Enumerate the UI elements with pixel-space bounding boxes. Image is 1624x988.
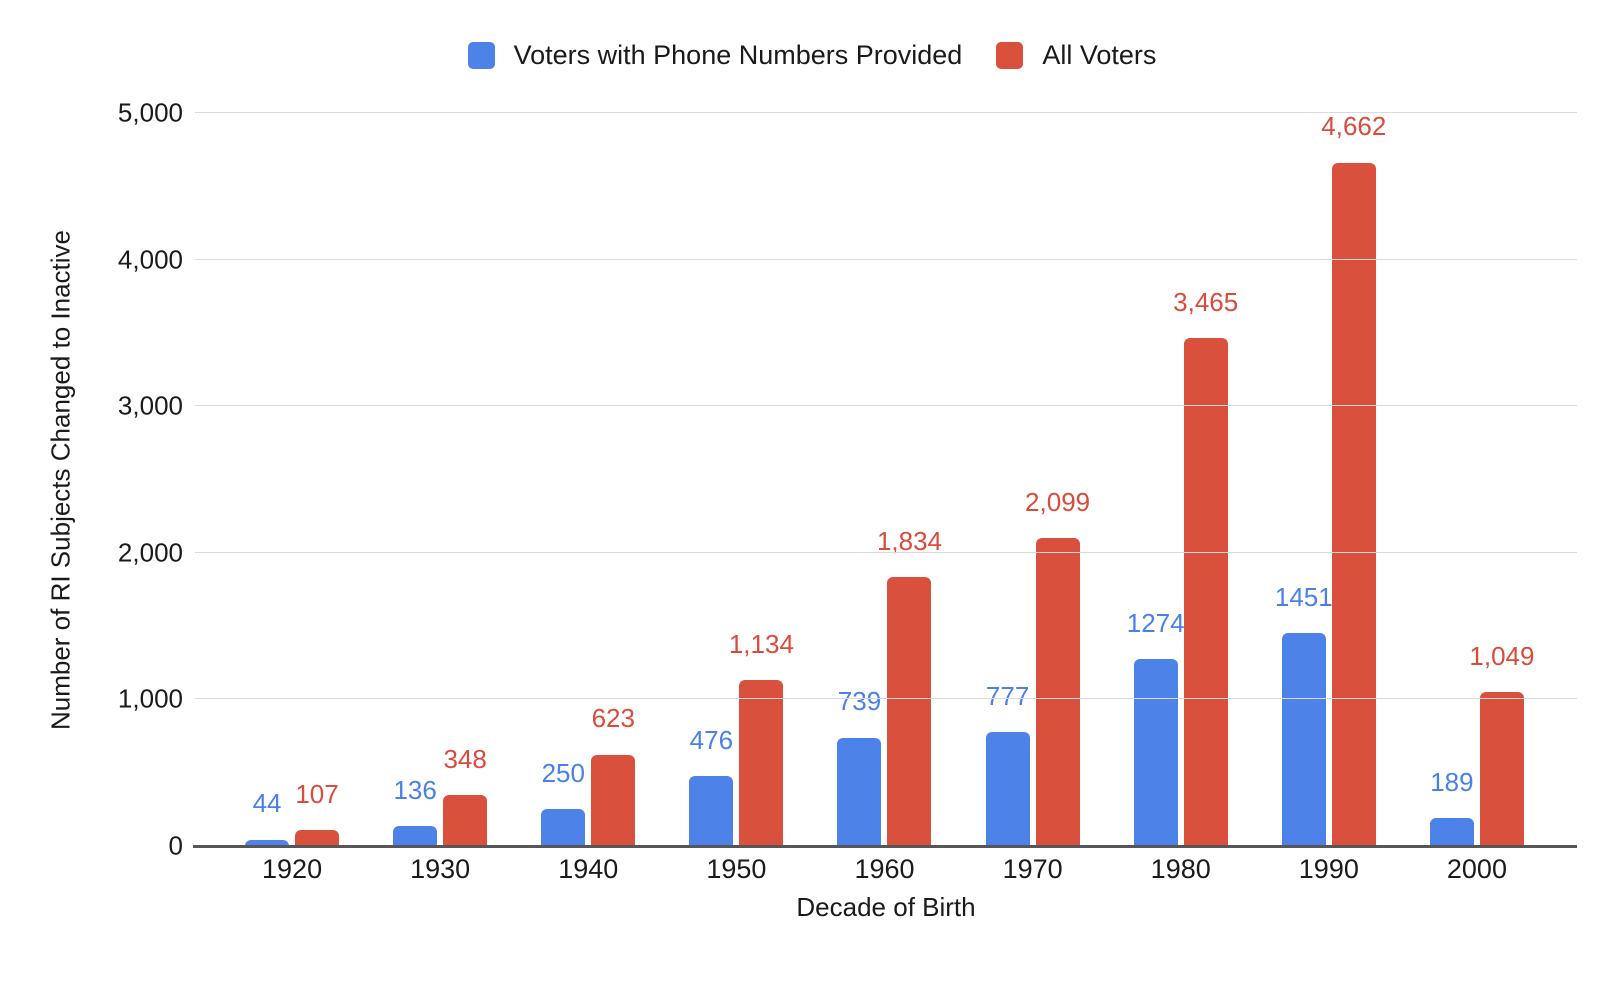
bar-all-voters-1940[interactable]: 623	[591, 703, 636, 846]
x-tick-label-1940: 1940	[558, 854, 619, 884]
x-tick-label-1930: 1930	[410, 854, 471, 884]
y-tick-label-2,000: 2,000	[117, 537, 183, 568]
bar-group-1950: 476 1,134	[662, 113, 810, 846]
bar-group-1940: 250 623	[514, 113, 662, 846]
bar-groups: 44 107 136 348 250 623 476 1,134 739 1,834 777 2,09…	[218, 111, 1551, 846]
legend-item-all-voters[interactable]: All Voters	[996, 40, 1156, 71]
bar-value-label-phone-voters-1940: 250	[541, 758, 585, 789]
bar-value-label-all-voters-1930: 348	[443, 743, 487, 774]
bar-all-voters-1930[interactable]: 348	[443, 744, 488, 846]
bar-group-1930: 136 348	[366, 113, 514, 846]
bar-value-label-all-voters-1940: 623	[591, 703, 635, 734]
bar-all-voters-1990[interactable]: 4,662	[1321, 111, 1386, 846]
bar-group-1970: 777 2,099	[959, 113, 1107, 846]
bar-phone-voters-1980[interactable]: 1274	[1127, 608, 1185, 846]
x-tick-label-2000: 2000	[1446, 854, 1507, 884]
bar-value-label-phone-voters-1920: 44	[252, 788, 282, 819]
x-tick-label-1920: 1920	[262, 854, 323, 884]
y-tick-label-1,000: 1,000	[117, 683, 183, 714]
x-axis-tick-labels: 1920 1930 1940 1950 1960 1970 1980 1990 2000	[218, 854, 1551, 885]
bar-phone-voters-1970[interactable]: 777	[985, 681, 1030, 846]
bar-value-label-all-voters-1920: 107	[295, 779, 339, 810]
bar-all-voters-2000[interactable]: 1,049	[1469, 641, 1534, 846]
bar-value-label-phone-voters-1990: 1451	[1274, 582, 1333, 613]
bar-phone-voters-1940[interactable]: 250	[541, 758, 586, 846]
y-axis-tick-labels: 0 1,000 2,000 3,000 4,000 5,000	[0, 98, 183, 861]
bar-value-label-phone-voters-1960: 739	[837, 686, 882, 717]
x-axis-title: Decade of Birth	[796, 892, 976, 922]
bar-group-2000: 189 1,049	[1403, 113, 1551, 846]
bar-all-voters-1980[interactable]: 3,465	[1173, 287, 1238, 846]
y-tick-label-5,000: 5,000	[117, 97, 183, 128]
bar-group-1980: 1274 3,465	[1107, 113, 1255, 846]
bar-value-label-all-voters-1990: 4,662	[1321, 111, 1387, 142]
y-tick-label-4,000: 4,000	[117, 244, 183, 275]
bar-value-label-phone-voters-1930: 136	[393, 774, 437, 805]
gridline-5000	[195, 112, 1577, 113]
chart-legend: Voters with Phone Numbers Provided All V…	[0, 40, 1624, 71]
bar-group-1990: 1451 4,662	[1255, 111, 1403, 846]
plot-area: 44 107 136 348 250 623 476 1,134 739 1,834 777 2,09…	[193, 111, 1577, 848]
x-tick-label-1960: 1960	[854, 854, 915, 884]
gridline-4000	[195, 258, 1577, 260]
legend-label-all-voters: All Voters	[1042, 40, 1157, 70]
y-tick-label-0: 0	[168, 830, 183, 861]
x-tick-label-1970: 1970	[1002, 854, 1063, 884]
x-tick-label-1990: 1990	[1298, 854, 1359, 884]
bar-phone-voters-1950[interactable]: 476	[689, 725, 734, 846]
legend-label-voters-with-phone: Voters with Phone Numbers Provided	[513, 40, 963, 70]
x-axis-line	[193, 845, 1577, 848]
gridline-2000	[195, 551, 1577, 553]
bar-phone-voters-1960[interactable]: 739	[837, 686, 882, 846]
x-tick-label-1980: 1980	[1150, 854, 1211, 884]
bar-value-label-all-voters-1960: 1,834	[876, 525, 943, 556]
bar-value-label-all-voters-1980: 3,465	[1173, 286, 1239, 317]
gridline-1000	[195, 698, 1577, 700]
legend-swatch-blue-icon	[467, 42, 495, 69]
bar-all-voters-1920[interactable]: 107	[295, 779, 340, 846]
bar-phone-voters-2000[interactable]: 189	[1429, 767, 1474, 846]
gridline-3000	[195, 405, 1577, 407]
y-tick-label-3,000: 3,000	[117, 390, 183, 421]
bar-all-voters-1970[interactable]: 2,099	[1025, 487, 1090, 846]
bar-value-label-all-voters-1950: 1,134	[728, 628, 794, 659]
bar-phone-voters-1930[interactable]: 136	[393, 775, 438, 846]
bar-group-1960: 739 1,834	[810, 113, 958, 846]
bar-value-label-all-voters-1970: 2,099	[1025, 487, 1091, 518]
bar-value-label-phone-voters-1970: 777	[985, 680, 1030, 711]
bar-value-label-all-voters-2000: 1,049	[1469, 641, 1535, 672]
bar-group-1920: 44 107	[218, 113, 366, 846]
bar-value-label-phone-voters-1980: 1274	[1126, 608, 1185, 639]
bar-all-voters-1950[interactable]: 1,134	[729, 629, 794, 846]
bar-all-voters-1960[interactable]: 1,834	[877, 526, 942, 846]
x-tick-label-1950: 1950	[706, 854, 767, 884]
legend-swatch-red-icon	[996, 42, 1024, 69]
bar-value-label-phone-voters-2000: 189	[1430, 767, 1474, 798]
bar-phone-voters-1920[interactable]: 44	[245, 788, 290, 846]
bar-value-label-phone-voters-1950: 476	[689, 725, 734, 756]
legend-item-voters-with-phone[interactable]: Voters with Phone Numbers Provided	[467, 40, 963, 71]
bar-phone-voters-1990[interactable]: 1451	[1275, 582, 1333, 846]
